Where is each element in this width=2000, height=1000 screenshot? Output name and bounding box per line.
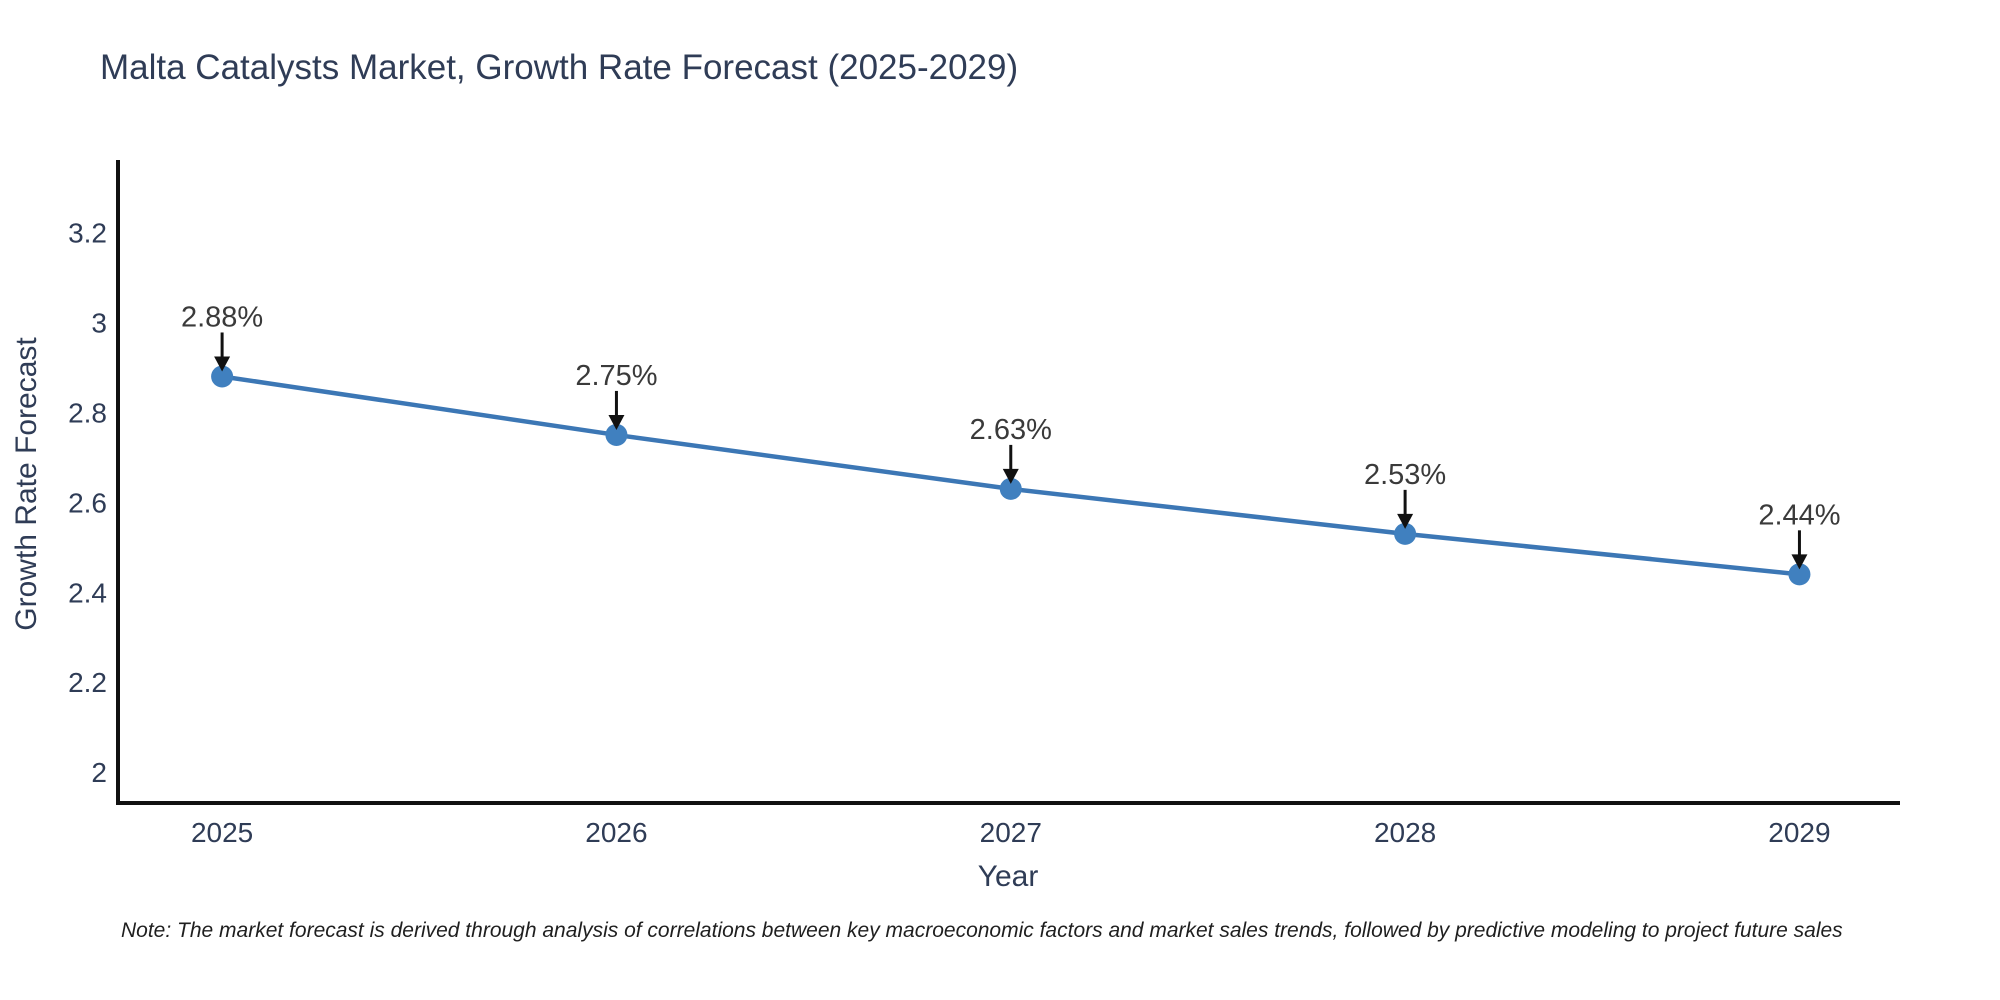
data-point — [999, 477, 1022, 500]
data-point — [1788, 563, 1811, 586]
annotation-arrowhead — [608, 414, 625, 430]
footnote: Note: The market forecast is derived thr… — [121, 919, 1843, 942]
y-tick-label: 2.8 — [68, 397, 107, 428]
x-tick-label: 2028 — [1374, 817, 1436, 848]
x-tick-label: 2027 — [980, 817, 1042, 848]
x-tick-label: 2029 — [1768, 817, 1830, 848]
y-axis-title: Growth Rate Forecast — [10, 337, 43, 631]
point-annotation: 2.44% — [1758, 499, 1840, 531]
annotation-arrowhead — [1002, 468, 1019, 484]
point-annotation: 2.88% — [181, 301, 263, 333]
data-point — [211, 365, 234, 388]
x-tick-label: 2025 — [191, 817, 253, 848]
y-tick-label: 2.2 — [68, 667, 107, 698]
point-annotation: 2.53% — [1364, 459, 1446, 491]
data-point — [605, 423, 628, 446]
data-point — [1394, 522, 1417, 545]
chart-title: Malta Catalysts Market, Growth Rate Fore… — [100, 48, 1019, 87]
x-tick-label: 2026 — [585, 817, 647, 848]
y-tick-label: 2 — [91, 757, 107, 788]
y-tick-label: 2.4 — [68, 577, 107, 608]
point-annotation: 2.75% — [575, 360, 657, 392]
y-tick-label: 2.6 — [68, 487, 107, 518]
annotation-arrowhead — [1791, 554, 1808, 570]
point-annotation: 2.63% — [970, 414, 1052, 446]
x-axis-title: Year — [977, 860, 1039, 893]
y-tick-label: 3 — [91, 308, 107, 339]
annotation-arrowhead — [214, 356, 231, 372]
y-tick-label: 3.2 — [68, 218, 107, 249]
annotation-arrowhead — [1397, 513, 1414, 529]
